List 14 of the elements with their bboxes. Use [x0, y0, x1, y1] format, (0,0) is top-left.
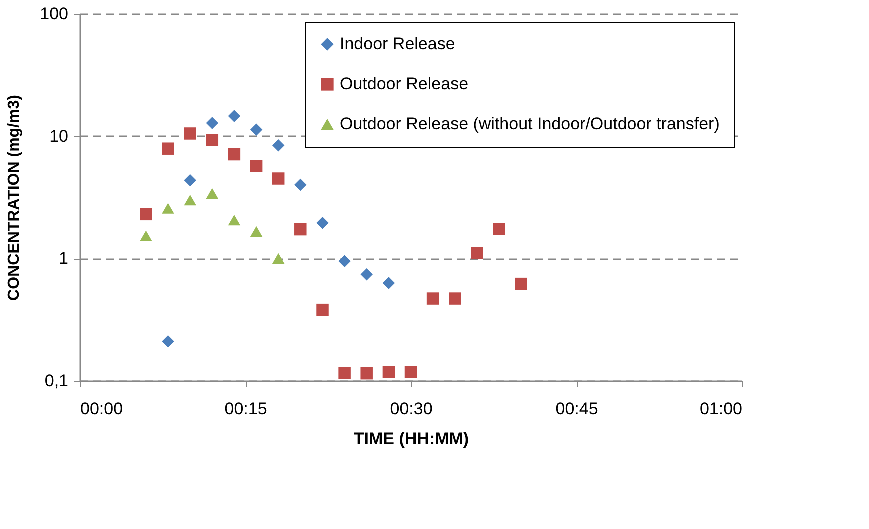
x-tick-label: 00:00 [80, 400, 124, 418]
y-tick-label: 0,1 [44, 372, 68, 390]
x-tick-label: 00:45 [556, 400, 598, 418]
legend-label: Indoor Release [340, 34, 456, 54]
x-tick-label: 00:30 [390, 400, 433, 418]
y-axis-title: CONCENTRATION (mg/m3) [6, 95, 24, 301]
legend-label: Outdoor Release [340, 74, 469, 94]
y-tick-label: 10 [50, 126, 68, 146]
legend-label: Outdoor Release (without Indoor/Outdoor transfer) [340, 114, 720, 134]
x-tick-label: 01:00 [700, 400, 742, 418]
y-tick-label: 1 [59, 249, 68, 268]
x-axis-title: TIME (HH:MM) [354, 430, 470, 448]
x-tick-label: 00:15 [224, 400, 268, 418]
y-tick-label: 100 [40, 4, 68, 24]
